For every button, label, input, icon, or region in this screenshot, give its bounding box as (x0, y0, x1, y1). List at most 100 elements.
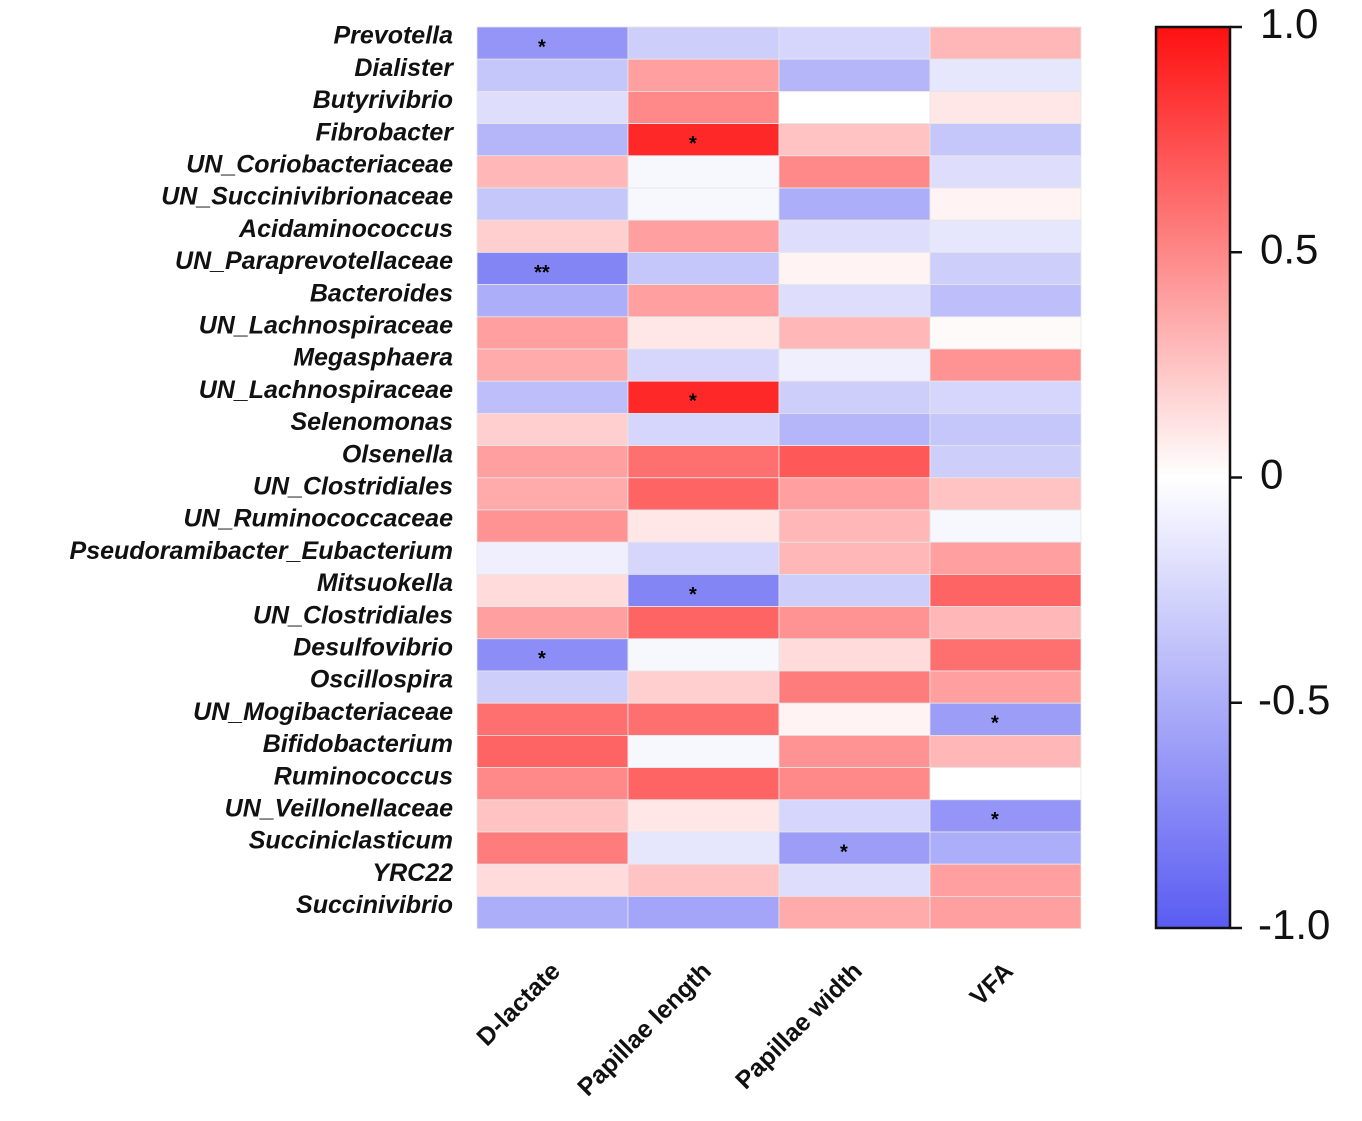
heatmap-cell (627, 896, 780, 930)
heatmap-cell (778, 91, 931, 125)
heatmap-cell (929, 863, 1082, 897)
heatmap-cell (627, 219, 780, 253)
heatmap-cell (627, 445, 780, 479)
heatmap-cell (476, 445, 629, 479)
heatmap-cell (929, 541, 1082, 575)
heatmap-cell (929, 123, 1082, 157)
colorbar-ticks: 1.0 0.5 0 -0.5 -1.0 (1230, 0, 1330, 948)
heatmap-cell (929, 799, 1082, 833)
heatmap-cell (476, 638, 629, 672)
heatmap-cell (627, 316, 780, 350)
heatmap-cell (778, 26, 931, 60)
heatmap-cell (929, 735, 1082, 769)
heatmap-cell (929, 58, 1082, 92)
heatmap-cell (778, 477, 931, 511)
heatmap-cell (627, 541, 780, 575)
heatmap-cell (476, 284, 629, 318)
heatmap-cell (476, 863, 629, 897)
significance-mark: * (991, 809, 999, 831)
heatmap-cell (778, 380, 931, 414)
heatmap-cell (778, 187, 931, 221)
heatmap-cell (778, 219, 931, 253)
heatmap-cell (929, 380, 1082, 414)
heatmap-cell (476, 316, 629, 350)
row-label: Mitsuokella (317, 569, 453, 597)
heatmap-cell (627, 123, 780, 157)
heatmap-cell (778, 606, 931, 640)
heatmap-cell (476, 767, 629, 801)
significance-mark: ** (534, 262, 550, 284)
heatmap-cell (476, 380, 629, 414)
heatmap-cell (778, 155, 931, 189)
heatmap-cell (476, 58, 629, 92)
heatmap-cell (476, 91, 629, 125)
row-label: UN_Coriobacteriaceae (186, 151, 453, 179)
heatmap-cell (929, 26, 1082, 60)
heatmap-cell (778, 123, 931, 157)
heatmap-cell (627, 670, 780, 704)
heatmap-cell (929, 767, 1082, 801)
heatmap-cell (929, 702, 1082, 736)
row-label: UN_Clostridiales (253, 473, 453, 501)
row-label: Prevotella (333, 22, 453, 50)
row-label: Oscillospira (310, 666, 453, 694)
colorbar-tick-label: -1.0 (1258, 901, 1330, 948)
heatmap-cell (627, 187, 780, 221)
row-label: Ruminococcus (274, 762, 453, 790)
heatmap-cell (778, 251, 931, 285)
heatmap-cell (929, 606, 1082, 640)
significance-mark: * (689, 584, 697, 606)
row-label: Olsenella (342, 440, 453, 468)
heatmap-cell (627, 509, 780, 543)
heatmap-cell (476, 831, 629, 865)
heatmap-cell (476, 251, 629, 285)
heatmap-cell (929, 638, 1082, 672)
heatmap-cell (929, 251, 1082, 285)
heatmap-cell (476, 26, 629, 60)
heatmap-cell (476, 187, 629, 221)
heatmap-cell (929, 831, 1082, 865)
heatmap-cell (778, 863, 931, 897)
heatmap-cell (929, 284, 1082, 318)
row-label: UN_Paraprevotellaceae (175, 247, 453, 275)
row-label: Pseudoramibacter_Eubacterium (70, 537, 453, 565)
column-label: Papillae length (572, 957, 717, 1102)
heatmap-cell (476, 123, 629, 157)
heatmap-cell (929, 412, 1082, 446)
row-label: Acidaminococcus (238, 215, 453, 243)
heatmap-cell (929, 896, 1082, 930)
row-label: Megasphaera (293, 344, 453, 372)
heatmap-cell (627, 831, 780, 865)
heatmap-cell (627, 155, 780, 189)
heatmap-cell (476, 574, 629, 608)
significance-mark: * (689, 391, 697, 413)
row-label: Bacteroides (310, 279, 453, 307)
significance-mark: * (538, 648, 546, 670)
heatmap-cell (778, 58, 931, 92)
row-label: UN_Veillonellaceae (225, 795, 453, 823)
heatmap-cell (627, 348, 780, 382)
heatmap-cell (929, 477, 1082, 511)
heatmap-cell (929, 574, 1082, 608)
heatmap-cell (476, 477, 629, 511)
heatmap-cell (476, 735, 629, 769)
significance-mark: * (840, 841, 848, 863)
heatmap-cell (778, 896, 931, 930)
row-label: Desulfovibrio (293, 634, 453, 662)
heatmap-cell (778, 831, 931, 865)
heatmap-cell (476, 670, 629, 704)
heatmap-cell (778, 799, 931, 833)
heatmap-cell (929, 316, 1082, 350)
heatmap-cell (627, 574, 780, 608)
colorbar-tick-label: 1.0 (1260, 0, 1318, 47)
heatmap-cell (627, 284, 780, 318)
row-label: UN_Mogibacteriaceae (193, 698, 453, 726)
heatmap-cell (929, 219, 1082, 253)
heatmap-cell (627, 638, 780, 672)
heatmap-cell (627, 380, 780, 414)
heatmap-cell (476, 541, 629, 575)
heatmap-cell (627, 477, 780, 511)
row-label: Fibrobacter (315, 118, 454, 146)
heatmap-cell (627, 26, 780, 60)
